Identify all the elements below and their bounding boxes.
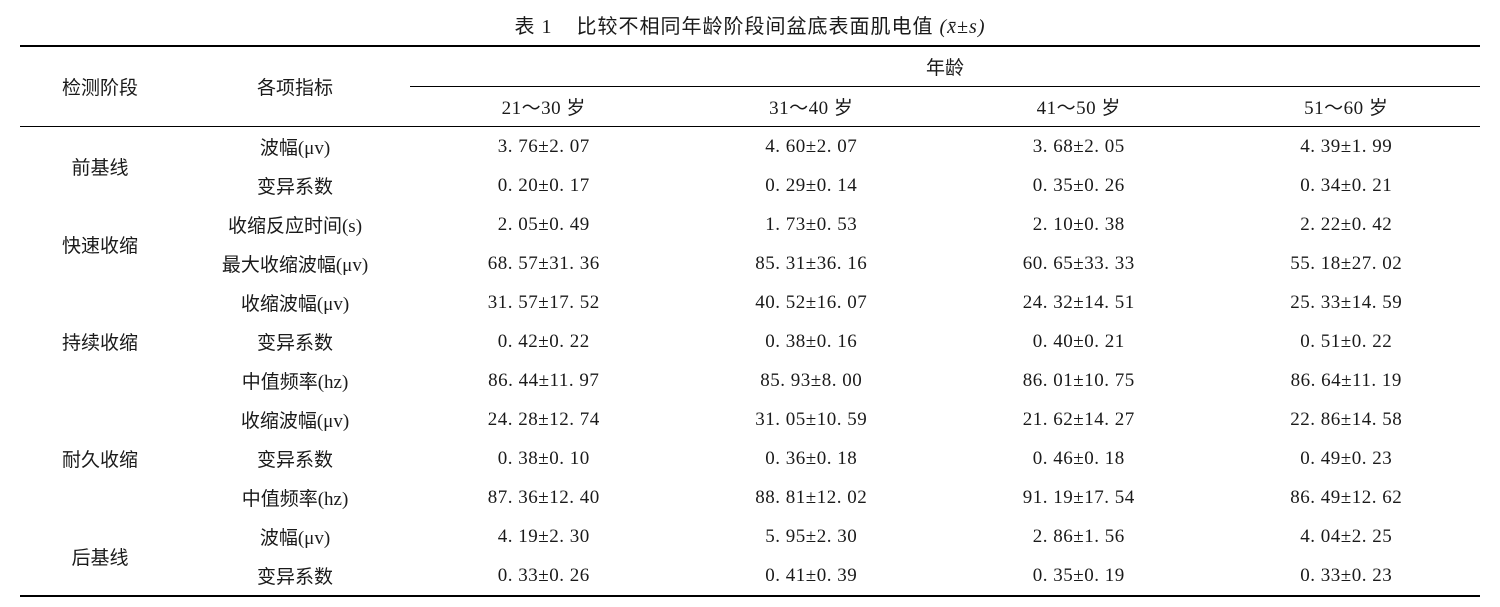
table-row: 后基线波幅(μv)4. 19±2. 305. 95±2. 302. 86±1. … <box>20 517 1480 556</box>
value-cell: 2. 05±0. 49 <box>410 205 678 244</box>
value-cell: 5. 95±2. 30 <box>678 517 946 556</box>
value-cell: 86. 49±12. 62 <box>1213 478 1481 517</box>
value-cell: 86. 64±11. 19 <box>1213 361 1481 400</box>
value-cell: 0. 35±0. 26 <box>945 166 1213 205</box>
value-cell: 3. 76±2. 07 <box>410 127 678 167</box>
header-metric: 各项指标 <box>180 46 410 127</box>
header-age-3: 51～60 岁 <box>1213 87 1481 127</box>
metric-cell: 变异系数 <box>180 166 410 205</box>
value-cell: 0. 49±0. 23 <box>1213 439 1481 478</box>
value-cell: 0. 29±0. 14 <box>678 166 946 205</box>
value-cell: 0. 33±0. 26 <box>410 556 678 596</box>
value-cell: 4. 19±2. 30 <box>410 517 678 556</box>
stage-cell: 后基线 <box>20 517 180 596</box>
metric-cell: 变异系数 <box>180 439 410 478</box>
value-cell: 85. 31±36. 16 <box>678 244 946 283</box>
table-row: 中值频率(hz)87. 36±12. 4088. 81±12. 0291. 19… <box>20 478 1480 517</box>
value-cell: 4. 39±1. 99 <box>1213 127 1481 167</box>
metric-cell: 波幅(μv) <box>180 127 410 167</box>
value-cell: 0. 33±0. 23 <box>1213 556 1481 596</box>
table-row: 最大收缩波幅(μv)68. 57±31. 3685. 31±36. 1660. … <box>20 244 1480 283</box>
caption-label: 表 1 <box>515 16 553 38</box>
caption-suffix: (x̄±s) <box>940 16 986 38</box>
value-cell: 40. 52±16. 07 <box>678 283 946 322</box>
value-cell: 68. 57±31. 36 <box>410 244 678 283</box>
value-cell: 87. 36±12. 40 <box>410 478 678 517</box>
table-body: 前基线波幅(μv)3. 76±2. 074. 60±2. 073. 68±2. … <box>20 127 1480 597</box>
value-cell: 88. 81±12. 02 <box>678 478 946 517</box>
stage-cell: 持续收缩 <box>20 283 180 400</box>
value-cell: 0. 35±0. 19 <box>945 556 1213 596</box>
caption-title: 比较不相同年龄阶段间盆底表面肌电值 <box>577 16 934 38</box>
header-age-1: 31～40 岁 <box>678 87 946 127</box>
value-cell: 0. 41±0. 39 <box>678 556 946 596</box>
value-cell: 86. 44±11. 97 <box>410 361 678 400</box>
value-cell: 55. 18±27. 02 <box>1213 244 1481 283</box>
value-cell: 0. 40±0. 21 <box>945 322 1213 361</box>
metric-cell: 中值频率(hz) <box>180 478 410 517</box>
value-cell: 86. 01±10. 75 <box>945 361 1213 400</box>
stage-cell: 前基线 <box>20 127 180 206</box>
table-row: 变异系数0. 20±0. 170. 29±0. 140. 35±0. 260. … <box>20 166 1480 205</box>
header-age-group: 年龄 <box>410 46 1480 87</box>
value-cell: 0. 51±0. 22 <box>1213 322 1481 361</box>
value-cell: 0. 36±0. 18 <box>678 439 946 478</box>
metric-cell: 变异系数 <box>180 322 410 361</box>
table-row: 中值频率(hz)86. 44±11. 9785. 93±8. 0086. 01±… <box>20 361 1480 400</box>
value-cell: 1. 73±0. 53 <box>678 205 946 244</box>
value-cell: 21. 62±14. 27 <box>945 400 1213 439</box>
value-cell: 0. 46±0. 18 <box>945 439 1213 478</box>
table-row: 变异系数0. 38±0. 100. 36±0. 180. 46±0. 180. … <box>20 439 1480 478</box>
metric-cell: 波幅(μv) <box>180 517 410 556</box>
value-cell: 2. 22±0. 42 <box>1213 205 1481 244</box>
value-cell: 25. 33±14. 59 <box>1213 283 1481 322</box>
metric-cell: 中值频率(hz) <box>180 361 410 400</box>
value-cell: 31. 05±10. 59 <box>678 400 946 439</box>
value-cell: 0. 38±0. 16 <box>678 322 946 361</box>
value-cell: 3. 68±2. 05 <box>945 127 1213 167</box>
header-age-2: 41～50 岁 <box>945 87 1213 127</box>
value-cell: 0. 38±0. 10 <box>410 439 678 478</box>
value-cell: 22. 86±14. 58 <box>1213 400 1481 439</box>
value-cell: 2. 10±0. 38 <box>945 205 1213 244</box>
metric-cell: 收缩波幅(μv) <box>180 400 410 439</box>
metric-cell: 最大收缩波幅(μv) <box>180 244 410 283</box>
header-age-0: 21～30 岁 <box>410 87 678 127</box>
value-cell: 0. 34±0. 21 <box>1213 166 1481 205</box>
value-cell: 2. 86±1. 56 <box>945 517 1213 556</box>
table-row: 变异系数0. 42±0. 220. 38±0. 160. 40±0. 210. … <box>20 322 1480 361</box>
value-cell: 60. 65±33. 33 <box>945 244 1213 283</box>
value-cell: 4. 04±2. 25 <box>1213 517 1481 556</box>
value-cell: 91. 19±17. 54 <box>945 478 1213 517</box>
table-row: 前基线波幅(μv)3. 76±2. 074. 60±2. 073. 68±2. … <box>20 127 1480 167</box>
table-row: 耐久收缩收缩波幅(μv)24. 28±12. 7431. 05±10. 5921… <box>20 400 1480 439</box>
metric-cell: 收缩反应时间(s) <box>180 205 410 244</box>
table-row: 变异系数0. 33±0. 260. 41±0. 390. 35±0. 190. … <box>20 556 1480 596</box>
stage-cell: 快速收缩 <box>20 205 180 283</box>
header-stage: 检测阶段 <box>20 46 180 127</box>
stage-cell: 耐久收缩 <box>20 400 180 517</box>
value-cell: 4. 60±2. 07 <box>678 127 946 167</box>
value-cell: 24. 32±14. 51 <box>945 283 1213 322</box>
value-cell: 24. 28±12. 74 <box>410 400 678 439</box>
value-cell: 85. 93±8. 00 <box>678 361 946 400</box>
table-row: 快速收缩收缩反应时间(s)2. 05±0. 491. 73±0. 532. 10… <box>20 205 1480 244</box>
table-caption: 表 1 比较不相同年龄阶段间盆底表面肌电值 (x̄±s) <box>20 10 1480 39</box>
metric-cell: 收缩波幅(μv) <box>180 283 410 322</box>
table-row: 持续收缩收缩波幅(μv)31. 57±17. 5240. 52±16. 0724… <box>20 283 1480 322</box>
metric-cell: 变异系数 <box>180 556 410 596</box>
value-cell: 0. 42±0. 22 <box>410 322 678 361</box>
value-cell: 0. 20±0. 17 <box>410 166 678 205</box>
data-table: 检测阶段 各项指标 年龄 21～30 岁 31～40 岁 41～50 岁 51～… <box>20 45 1480 597</box>
value-cell: 31. 57±17. 52 <box>410 283 678 322</box>
